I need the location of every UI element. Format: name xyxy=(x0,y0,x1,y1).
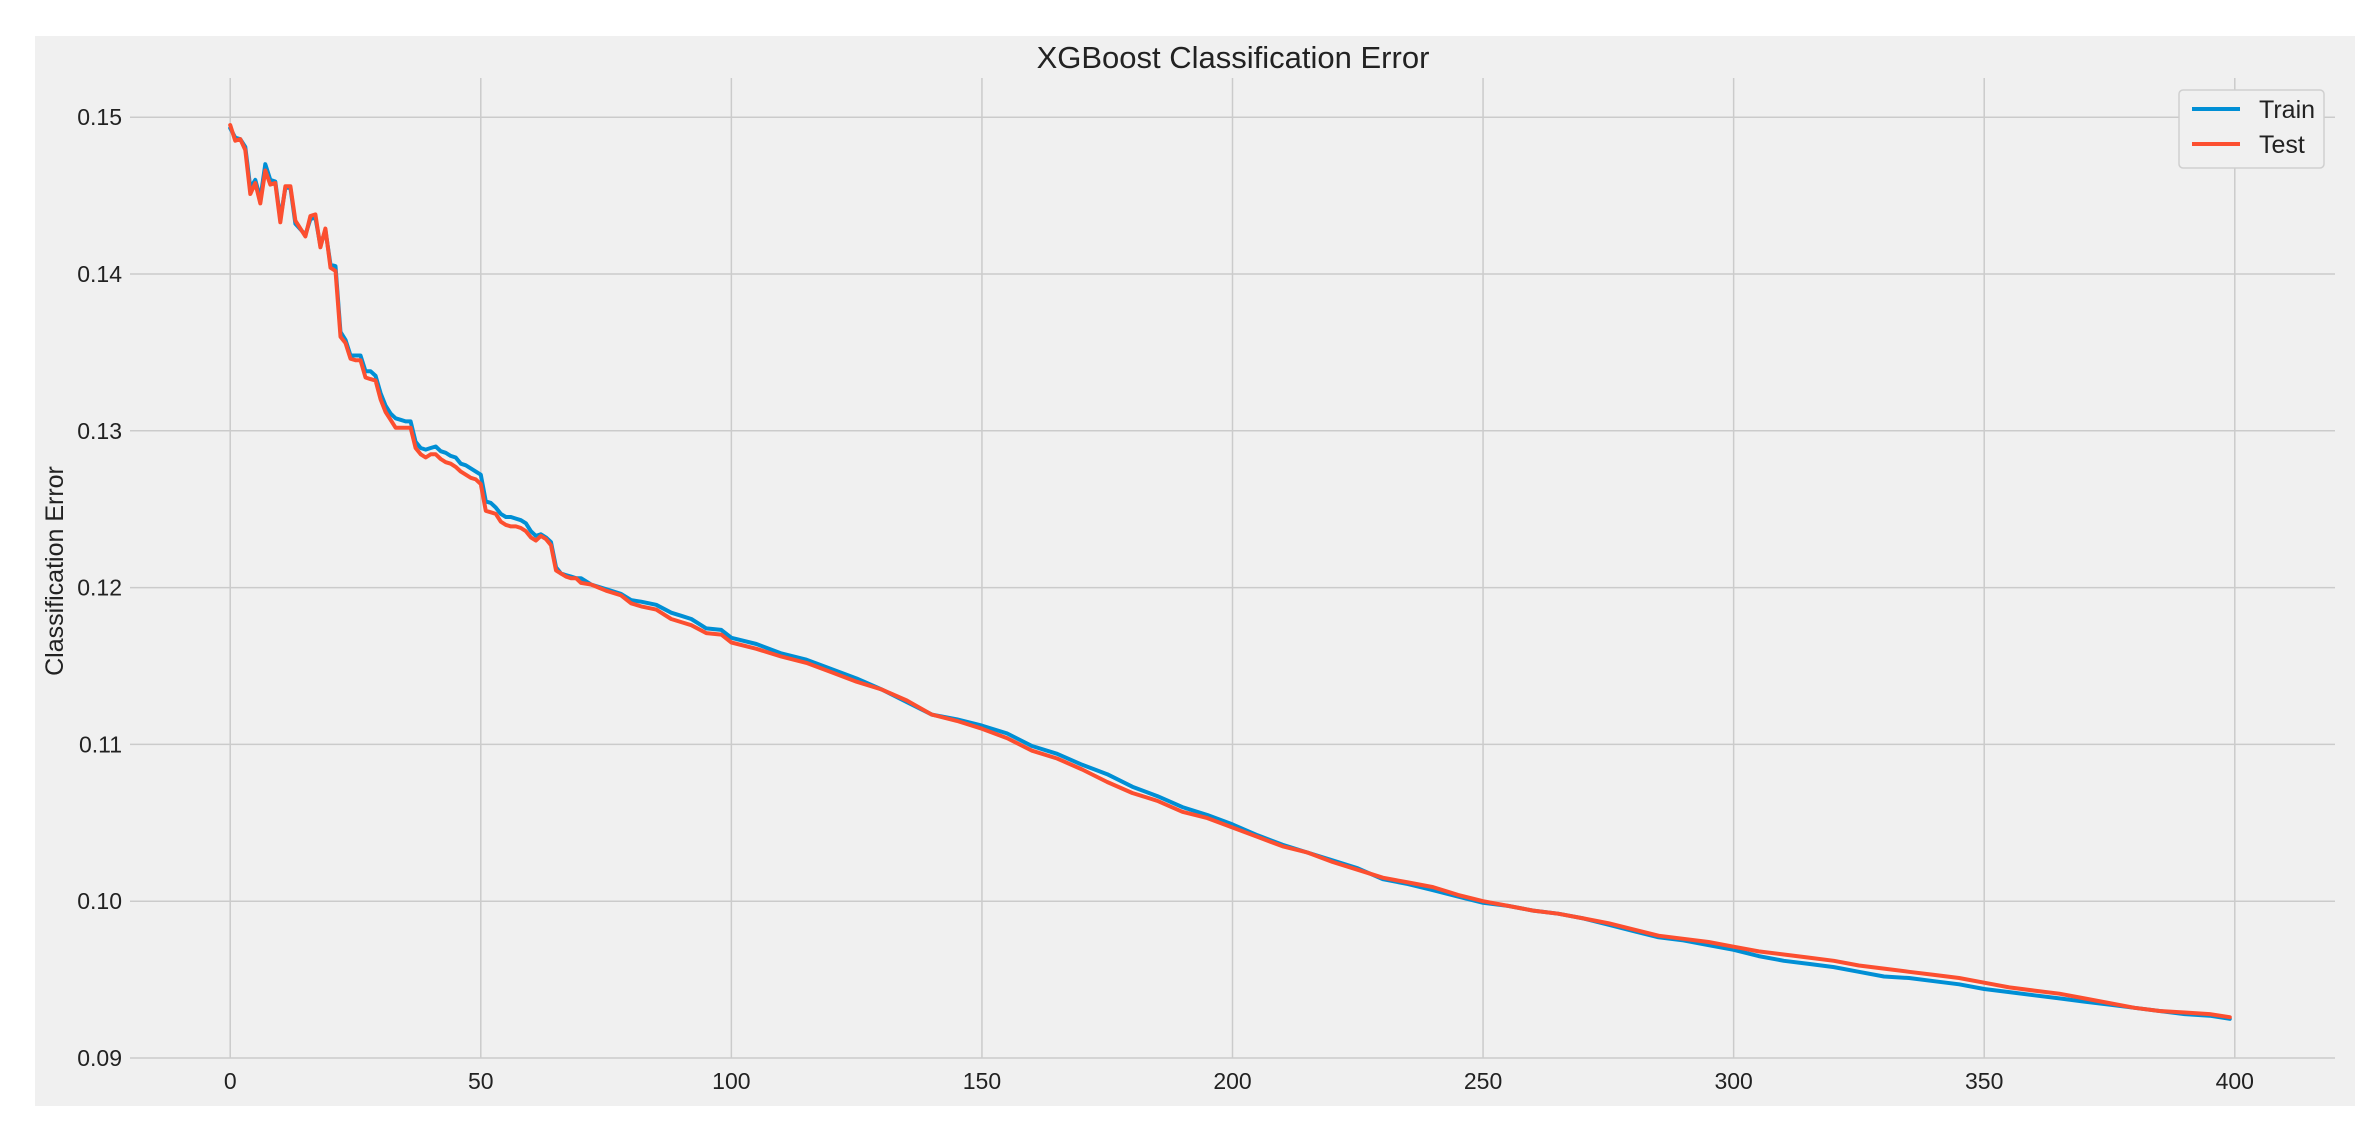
y-tick-label: 0.14 xyxy=(77,261,122,287)
x-tick-label: 150 xyxy=(963,1068,1001,1094)
chart-title: XGBoost Classification Error xyxy=(1037,40,1430,75)
grid-lines xyxy=(130,78,2335,1059)
x-tick-label: 200 xyxy=(1213,1068,1251,1094)
y-tick-label: 0.09 xyxy=(77,1045,122,1071)
series-line-test xyxy=(228,123,2232,1020)
x-tick-label: 50 xyxy=(468,1068,494,1094)
x-tick-label: 300 xyxy=(1714,1068,1752,1094)
legend-label-train: Train xyxy=(2259,96,2315,124)
tick-labels: 0 50 100 150 200 250 300 350 400 0.09 0.10 0.11 0.12… xyxy=(77,104,2254,1094)
y-tick-label: 0.15 xyxy=(77,104,122,130)
x-tick-label: 100 xyxy=(712,1068,750,1094)
y-tick-label: 0.12 xyxy=(77,575,122,601)
x-tick-label: 350 xyxy=(1965,1068,2003,1094)
series-lines xyxy=(228,123,2232,1021)
x-tick-label: 250 xyxy=(1464,1068,1502,1094)
legend: Train Test xyxy=(2178,89,2325,169)
y-tick-label: 0.13 xyxy=(77,418,122,444)
x-tick-label: 400 xyxy=(2216,1068,2254,1094)
y-tick-label: 0.10 xyxy=(77,888,122,914)
y-axis-label: Classification Error xyxy=(41,466,69,676)
y-tick-label: 0.11 xyxy=(79,731,122,757)
legend-label-test: Test xyxy=(2259,131,2305,159)
x-tick-label: 0 xyxy=(224,1068,237,1094)
